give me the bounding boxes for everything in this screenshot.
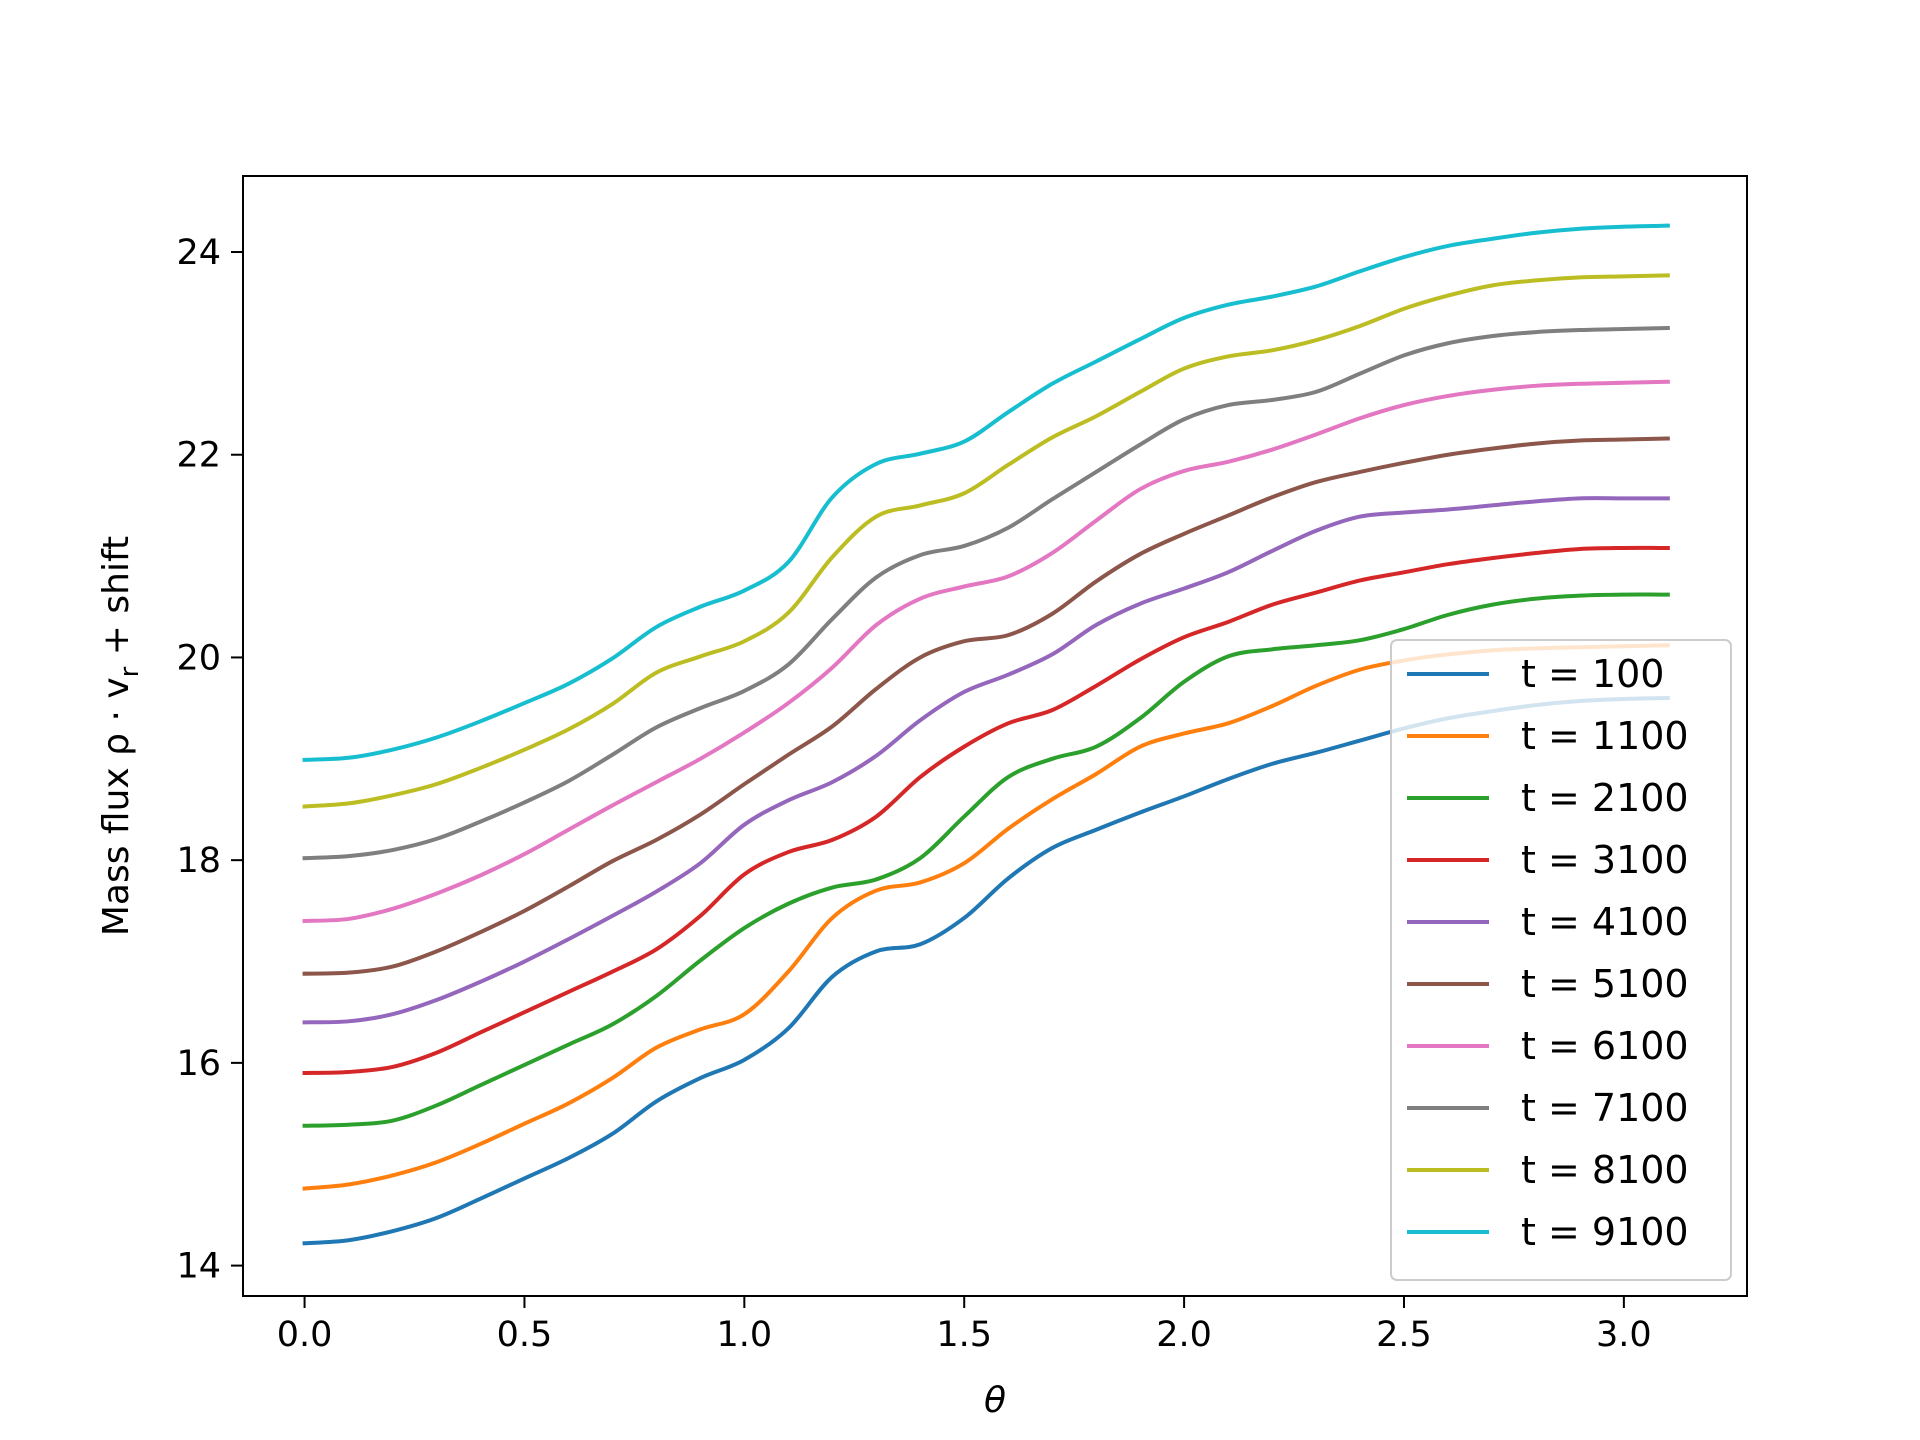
series-line-3 xyxy=(302,545,1670,1076)
legend-entry-label: t = 1100 xyxy=(1521,714,1689,758)
legend-entry-label: t = 5100 xyxy=(1521,962,1689,1006)
series-line-8 xyxy=(302,273,1670,809)
y-axis: 14 16 18 20 22 24 xyxy=(176,233,243,1287)
x-tick-label: 0.0 xyxy=(277,1315,333,1355)
legend-entry-label: t = 4100 xyxy=(1521,900,1689,944)
legend-entry-label: t = 6100 xyxy=(1521,1024,1689,1068)
x-tick-label: 1.5 xyxy=(936,1315,992,1355)
legend-entry-label: t = 100 xyxy=(1521,652,1664,696)
legend-entry-label: t = 3100 xyxy=(1521,838,1689,882)
y-tick-label: 22 xyxy=(176,436,221,476)
x-axis-label: θ xyxy=(984,1380,1006,1421)
legend-entry-label: t = 8100 xyxy=(1521,1148,1689,1192)
y-tick-label: 24 xyxy=(176,233,221,273)
x-tick-label: 2.0 xyxy=(1156,1315,1212,1355)
series-line-4 xyxy=(302,496,1670,1025)
y-axis-label-subscript: r xyxy=(115,666,145,677)
legend-entry-label: t = 9100 xyxy=(1521,1210,1689,1254)
legend-entry-label: t = 7100 xyxy=(1521,1086,1689,1130)
series-line-5 xyxy=(302,436,1670,976)
legend-entry-label: t = 2100 xyxy=(1521,776,1689,820)
x-tick-label: 0.5 xyxy=(497,1315,553,1355)
y-tick-label: 16 xyxy=(176,1044,221,1084)
x-tick-label: 1.0 xyxy=(716,1315,772,1355)
series-line-9 xyxy=(302,223,1670,762)
series-line-7 xyxy=(302,325,1670,861)
y-axis-label-tail: + shift xyxy=(96,536,137,667)
series-line-2 xyxy=(302,592,1670,1128)
x-tick-label: 2.5 xyxy=(1376,1315,1432,1355)
y-axis-label-main: Mass flux ρ · v xyxy=(96,677,137,936)
y-tick-label: 18 xyxy=(176,841,221,881)
series-line-6 xyxy=(302,379,1670,924)
legend: t = 100 t = 1100 t = 2100 t = 3100 t = 4100 t… xyxy=(1390,639,1732,1281)
x-tick-label: 3.0 xyxy=(1596,1315,1652,1355)
y-tick-label: 20 xyxy=(176,638,221,678)
plot-frame xyxy=(242,175,1748,1297)
y-axis-label: Mass flux ρ · vr + shift xyxy=(96,536,145,936)
series-lines xyxy=(302,223,1670,1246)
y-tick-label: 14 xyxy=(176,1247,221,1287)
x-axis: 0.0 0.5 1.0 1.5 2.0 2.5 3.0 xyxy=(277,1296,1652,1355)
